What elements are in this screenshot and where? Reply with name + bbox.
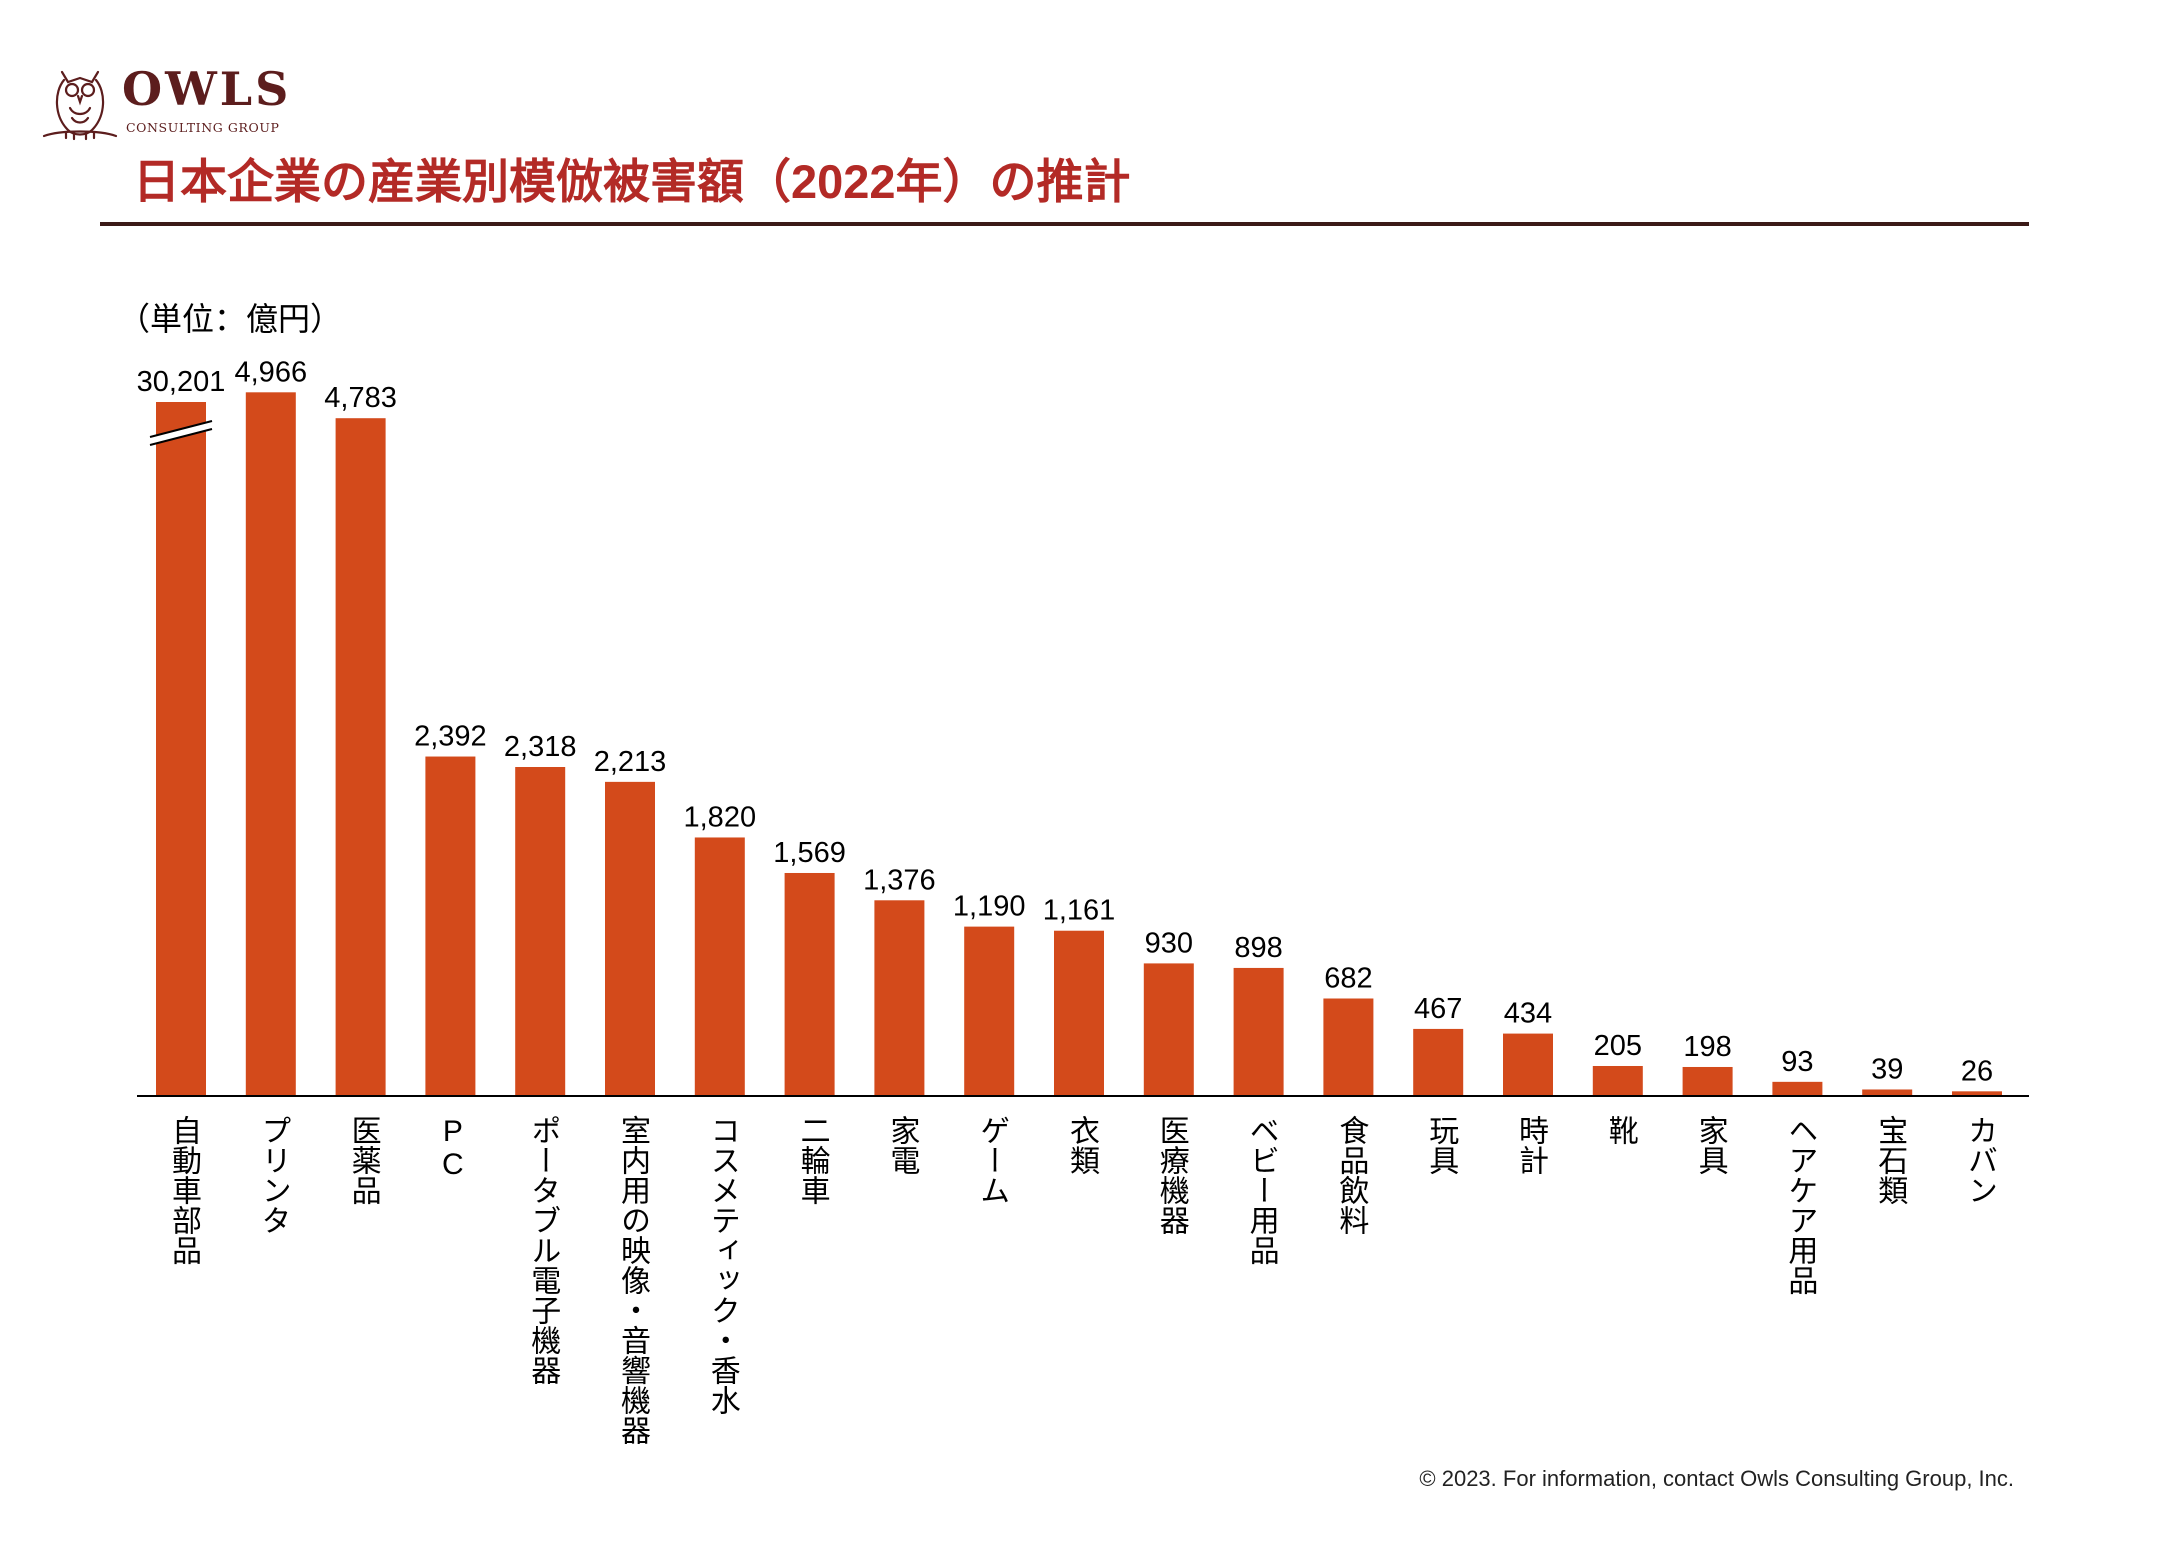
value-label: 198: [1683, 1031, 1731, 1063]
unit-label: （単位：億円）: [118, 301, 343, 337]
category-label: ポータブル電子機器: [526, 1115, 560, 1385]
bar-7: [694, 837, 745, 1095]
category-label: PC: [436, 1115, 470, 1181]
bar-21: [1952, 1091, 2002, 1095]
category-label: 家具: [1693, 1115, 1727, 1175]
value-label: 30,201: [137, 366, 226, 398]
bar-18: [1682, 1066, 1733, 1095]
value-label: 1,569: [773, 837, 846, 869]
bar-1: [156, 402, 206, 1095]
bar-19: [1772, 1081, 1823, 1095]
value-label: 1,376: [863, 864, 936, 896]
category-label: 室内用の映像・音響機器: [616, 1115, 649, 1445]
category-label: 玩具: [1424, 1115, 1458, 1175]
category-label: コスメティック・香水: [705, 1115, 739, 1415]
copyright-footer: © 2023. For information, contact Owls Co…: [1419, 1466, 2014, 1491]
value-label: 4,783: [324, 382, 397, 414]
bar-3: [335, 418, 386, 1095]
category-label: プリンタ: [256, 1115, 290, 1235]
value-label: 26: [1961, 1055, 1993, 1087]
value-label: 930: [1145, 927, 1193, 959]
value-label: 205: [1594, 1030, 1642, 1062]
category-label: ヘアケア用品: [1783, 1115, 1817, 1295]
category-label: 靴: [1603, 1115, 1637, 1145]
value-label: 39: [1871, 1053, 1903, 1085]
category-label: 医薬品: [346, 1115, 380, 1205]
value-label: 2,392: [414, 721, 487, 753]
category-label: ベビー用品: [1244, 1115, 1278, 1265]
category-label: 時計: [1514, 1115, 1547, 1175]
value-label: 1,161: [1043, 895, 1116, 927]
category-label: ゲーム: [975, 1115, 1009, 1205]
value-label: 2,318: [504, 731, 577, 763]
value-label: 434: [1504, 998, 1552, 1030]
value-label: 93: [1781, 1046, 1813, 1078]
bar-10: [964, 926, 1015, 1095]
bar-16: [1503, 1033, 1553, 1095]
title-divider: [100, 222, 2029, 226]
brand-tagline: CONSULTING GROUP: [126, 120, 280, 135]
value-label: 4,966: [235, 356, 308, 388]
axis-break-marker: [149, 420, 213, 446]
category-label: 自動車部品: [167, 1115, 200, 1265]
value-label: 467: [1414, 993, 1462, 1025]
bar-20: [1862, 1089, 1913, 1095]
value-label: 898: [1234, 932, 1282, 964]
bar-5: [515, 767, 566, 1095]
bar-12: [1143, 963, 1194, 1095]
value-label: 1,820: [684, 801, 757, 833]
category-label: 衣類: [1065, 1115, 1098, 1175]
bar-8: [784, 872, 835, 1095]
brand-logo: OWLS CONSULTING GROUP: [40, 58, 310, 142]
category-label: カバン: [1963, 1115, 1996, 1205]
category-label: 食品飲料: [1334, 1115, 1368, 1235]
category-label: 医療機器: [1154, 1115, 1188, 1235]
bar-14: [1323, 998, 1374, 1095]
bar-13: [1233, 967, 1284, 1095]
category-label: 宝石類: [1873, 1115, 1907, 1205]
category-label: 二輪車: [795, 1115, 829, 1205]
bar-2: [245, 392, 296, 1095]
bar-15: [1413, 1028, 1464, 1095]
brand-name: OWLS: [122, 62, 292, 116]
bar-11: [1054, 930, 1104, 1095]
page-title: 日本企業の産業別模倣被害額（2022年）の推計: [133, 155, 1131, 208]
owl-icon: [42, 70, 118, 141]
value-label: 2,213: [594, 746, 667, 778]
value-label: 1,190: [953, 891, 1026, 923]
category-label: 家電: [885, 1115, 919, 1175]
value-label: 682: [1324, 962, 1372, 994]
bar-4: [425, 756, 476, 1095]
bar-17: [1592, 1065, 1643, 1095]
bar-6: [605, 781, 655, 1095]
bar-9: [874, 900, 925, 1095]
